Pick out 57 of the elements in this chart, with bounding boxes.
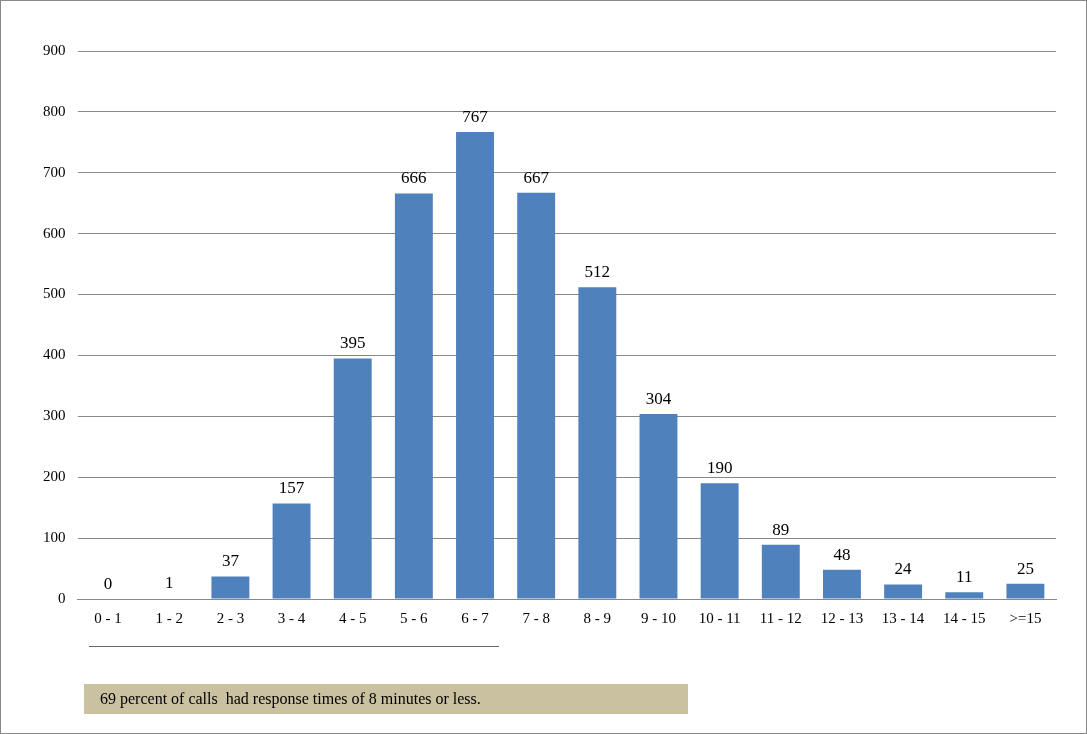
data-label: 0 bbox=[103, 573, 113, 593]
x-tick-label: 3 - 4 bbox=[277, 609, 306, 626]
data-label: 767 bbox=[462, 106, 489, 126]
x-tick-label: 1 - 2 bbox=[155, 609, 183, 626]
bar bbox=[761, 544, 800, 599]
bar bbox=[700, 483, 739, 599]
y-tick-label: 500 bbox=[43, 285, 66, 302]
data-label: 667 bbox=[523, 167, 550, 187]
data-label: 1 bbox=[164, 573, 174, 593]
y-tick-label: 600 bbox=[43, 224, 66, 241]
bar bbox=[823, 569, 861, 599]
y-tick-label: 0 bbox=[58, 589, 66, 606]
bar bbox=[884, 584, 923, 599]
bar bbox=[394, 193, 433, 599]
bar bbox=[211, 576, 250, 599]
y-tick-label: 400 bbox=[43, 346, 66, 363]
data-label: 666 bbox=[401, 168, 427, 188]
x-tick-label: 14 - 15 bbox=[943, 609, 986, 626]
data-label: 25 bbox=[1016, 558, 1034, 578]
bar bbox=[945, 592, 984, 599]
data-label: 24 bbox=[894, 559, 913, 579]
data-label: 48 bbox=[833, 544, 851, 564]
y-tick-label: 800 bbox=[43, 102, 66, 119]
y-tick-label: 700 bbox=[43, 163, 66, 180]
bar bbox=[1006, 583, 1045, 599]
x-tick-label: 7 - 8 bbox=[522, 609, 550, 626]
y-tick-label: 200 bbox=[43, 468, 66, 485]
text: 69 percent of calls had response times of 8 minutes or less. bbox=[84, 684, 688, 714]
x-tick-label: 8 - 9 bbox=[583, 609, 612, 626]
x-tick-label: 0 - 1 bbox=[94, 609, 122, 626]
x-tick-label: 9 - 10 bbox=[640, 609, 676, 626]
bar bbox=[517, 192, 556, 599]
data-label: 11 bbox=[956, 567, 973, 587]
x-tick-label: 6 - 7 bbox=[461, 609, 490, 626]
x-tick-label: 4 - 5 bbox=[338, 609, 367, 626]
data-label: 395 bbox=[339, 333, 366, 353]
bar bbox=[333, 358, 372, 599]
data-label: 304 bbox=[645, 388, 672, 408]
bar bbox=[578, 287, 617, 599]
y-tick-label: 900 bbox=[43, 41, 66, 58]
x-tick-label: 12 - 13 bbox=[820, 609, 864, 626]
y-tick-label: 100 bbox=[43, 529, 66, 546]
x-tick-label: >=15 bbox=[1009, 609, 1042, 626]
data-label: 512 bbox=[584, 262, 611, 282]
x-tick-label: 13 - 14 bbox=[881, 609, 925, 626]
bar bbox=[272, 503, 311, 599]
bar bbox=[639, 413, 678, 599]
x-tick-label: 5 - 6 bbox=[400, 609, 429, 626]
data-label: 190 bbox=[706, 458, 733, 478]
x-tick-label: 10 - 11 bbox=[698, 609, 741, 626]
x-tick-label: 2 - 3 bbox=[216, 609, 245, 626]
data-label: 157 bbox=[278, 478, 305, 498]
data-label: 37 bbox=[221, 551, 240, 571]
y-tick-label: 300 bbox=[43, 407, 66, 424]
x-tick-label: 11 - 12 bbox=[759, 609, 802, 626]
bar bbox=[456, 131, 494, 599]
data-label: 89 bbox=[772, 519, 790, 539]
